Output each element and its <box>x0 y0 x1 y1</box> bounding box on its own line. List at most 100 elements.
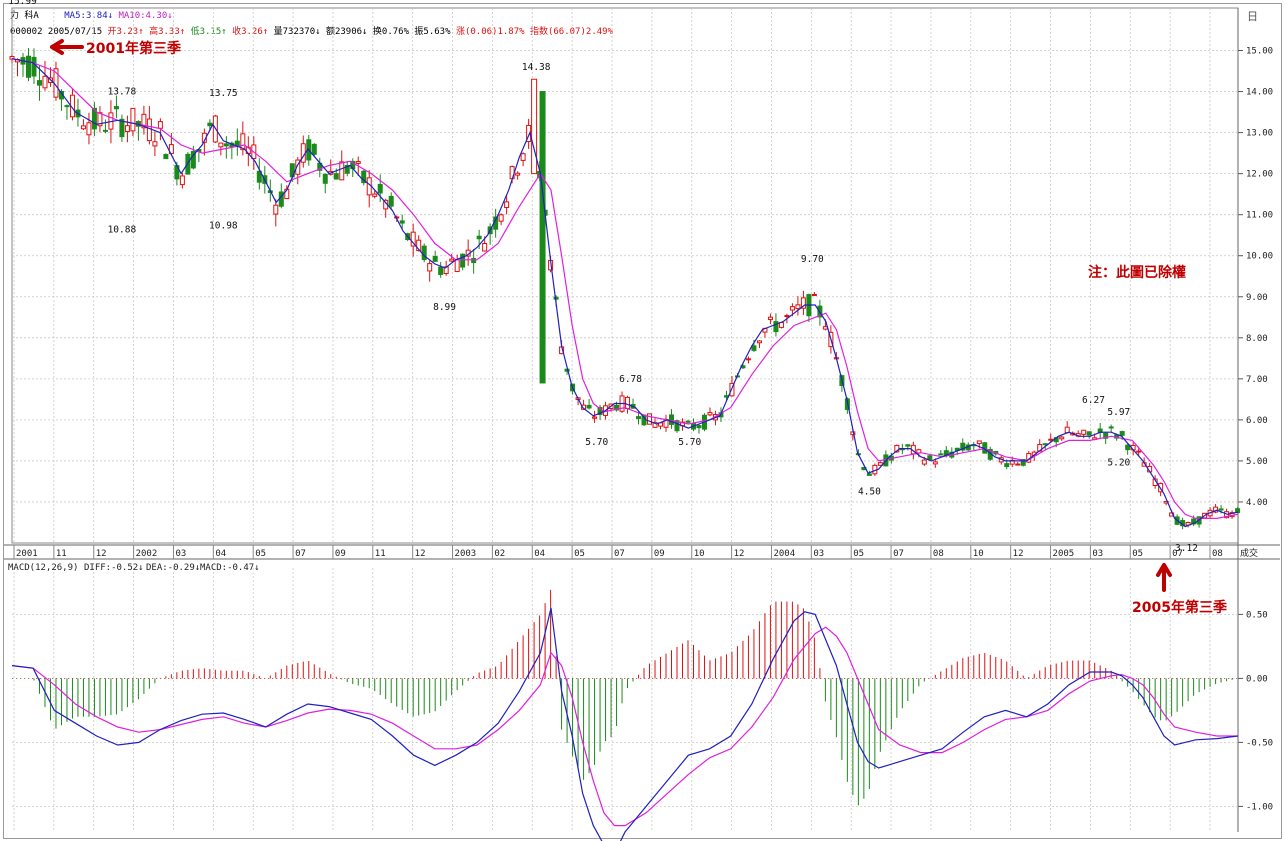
time-tick-label: 11 <box>56 549 67 559</box>
candle-body <box>520 153 526 161</box>
candle-body <box>163 153 169 160</box>
time-tick-label: 07 <box>295 549 306 559</box>
price-extreme-label: 4.50 <box>858 486 881 497</box>
time-tick-label: 08 <box>933 549 944 559</box>
candle-body <box>581 404 587 410</box>
turnover-value: 换0.76% <box>372 27 409 37</box>
ma5-line <box>11 58 1239 528</box>
adjusted-note: 注：此圖已除權 <box>1088 264 1186 281</box>
stock-name: 力 科A <box>10 11 39 21</box>
candle-body <box>751 345 757 351</box>
index-value: 指数(66.07)2.49% <box>529 27 613 37</box>
candle-body <box>504 201 510 209</box>
price-extreme-label: 10.98 <box>209 221 238 232</box>
time-tick-label: 03 <box>813 549 824 559</box>
price-tick-label: 8.00 <box>1246 334 1268 344</box>
candle-body <box>1125 444 1131 451</box>
time-tick-label: 03 <box>175 549 186 559</box>
time-tick-label: 12 <box>734 549 745 559</box>
candle-body <box>1103 432 1109 439</box>
candle-body <box>240 133 246 151</box>
price-extreme-label: 13.75 <box>209 88 238 99</box>
candle-body <box>938 453 944 456</box>
candle-body <box>1224 511 1230 519</box>
time-tick-label: 10 <box>694 549 705 559</box>
corner-label: 日 <box>1247 10 1258 23</box>
candle-body <box>91 107 97 130</box>
candle-body <box>410 231 416 247</box>
time-tick-label: 2001 <box>16 549 38 559</box>
candle-body <box>789 306 795 311</box>
candle-body <box>366 177 372 196</box>
candle-body <box>905 444 911 447</box>
change-value: 涨(0.06)1.87% <box>455 27 525 37</box>
candle-body <box>960 442 966 451</box>
candle-body <box>800 297 806 309</box>
candle-body <box>636 416 642 419</box>
candle-body <box>421 245 427 261</box>
candle-body <box>515 172 521 176</box>
price-tick-label: 10.00 <box>1246 252 1273 262</box>
price-tick-label: 15.00 <box>1246 47 1273 57</box>
candle-body <box>795 304 801 310</box>
candle-body <box>86 122 92 136</box>
candle-body <box>124 125 130 132</box>
candle-body <box>399 220 405 224</box>
time-tick-label: 02 <box>494 549 505 559</box>
candles-group <box>9 48 1241 530</box>
candle-body <box>42 75 48 89</box>
candle-body <box>25 55 31 78</box>
candle-body <box>669 414 675 425</box>
candle-body <box>388 195 394 207</box>
candle-body <box>438 266 444 275</box>
candle-body <box>767 316 773 321</box>
candle-body <box>190 150 196 169</box>
low-value: 低3.15↑ <box>190 27 227 37</box>
candle-body <box>31 56 37 77</box>
candle-body <box>207 122 213 127</box>
candle-body <box>1015 463 1021 466</box>
time-tick-label: 12 <box>1013 549 1024 559</box>
close-value: 收3.26↑ <box>232 27 269 37</box>
volume-value: 量732370↓ <box>273 27 321 37</box>
time-tick-label: 04 <box>215 549 226 559</box>
macd-tick-label: -0.50 <box>1246 738 1273 748</box>
macd-histogram <box>33 589 1239 806</box>
candle-body <box>157 121 163 129</box>
candle-body <box>152 141 158 147</box>
candle-body <box>773 321 779 333</box>
price-extreme-label: 5.97 <box>1107 407 1130 418</box>
candle-body <box>685 420 691 423</box>
time-tick-label: 07 <box>1172 549 1183 559</box>
candle-body <box>113 106 119 110</box>
time-tick-label: 05 <box>853 549 864 559</box>
candle-body <box>614 404 620 411</box>
candle-body-peak <box>531 78 538 175</box>
time-tick-label: 05 <box>1132 549 1143 559</box>
amplitude-value: 振5.63% <box>414 27 451 37</box>
macd-tick-label: 0.50 <box>1246 610 1268 620</box>
time-tick-label: 09 <box>335 549 346 559</box>
candle-body <box>179 175 185 186</box>
time-tick-label: 2004 <box>773 549 795 559</box>
time-tick-label: 12 <box>415 549 426 559</box>
price-tick-label: 9.00 <box>1246 293 1268 303</box>
price-tick-label: 12.00 <box>1246 170 1273 180</box>
candle-body <box>647 413 653 425</box>
candle-body <box>454 259 460 273</box>
header-line-1: 力 科A MA5:3.84↓ MA10:4.30↓ <box>10 8 173 21</box>
dea-line <box>11 626 1238 827</box>
candle-body <box>592 416 598 419</box>
price-extreme-label: 6.78 <box>619 374 642 385</box>
candle-body <box>355 161 361 164</box>
candle-body <box>119 118 125 138</box>
candle-body <box>1081 429 1087 435</box>
candle-body <box>295 159 301 175</box>
diff-label: DIFF:-0.52↓ <box>84 563 144 573</box>
price-extreme-label: 5.20 <box>1107 458 1130 469</box>
candle-body <box>102 129 108 132</box>
candle-body <box>482 243 488 252</box>
time-tick-label: 07 <box>893 549 904 559</box>
price-extreme-label: 14.38 <box>522 62 551 73</box>
macd-tick-label: 0.00 <box>1246 674 1268 684</box>
